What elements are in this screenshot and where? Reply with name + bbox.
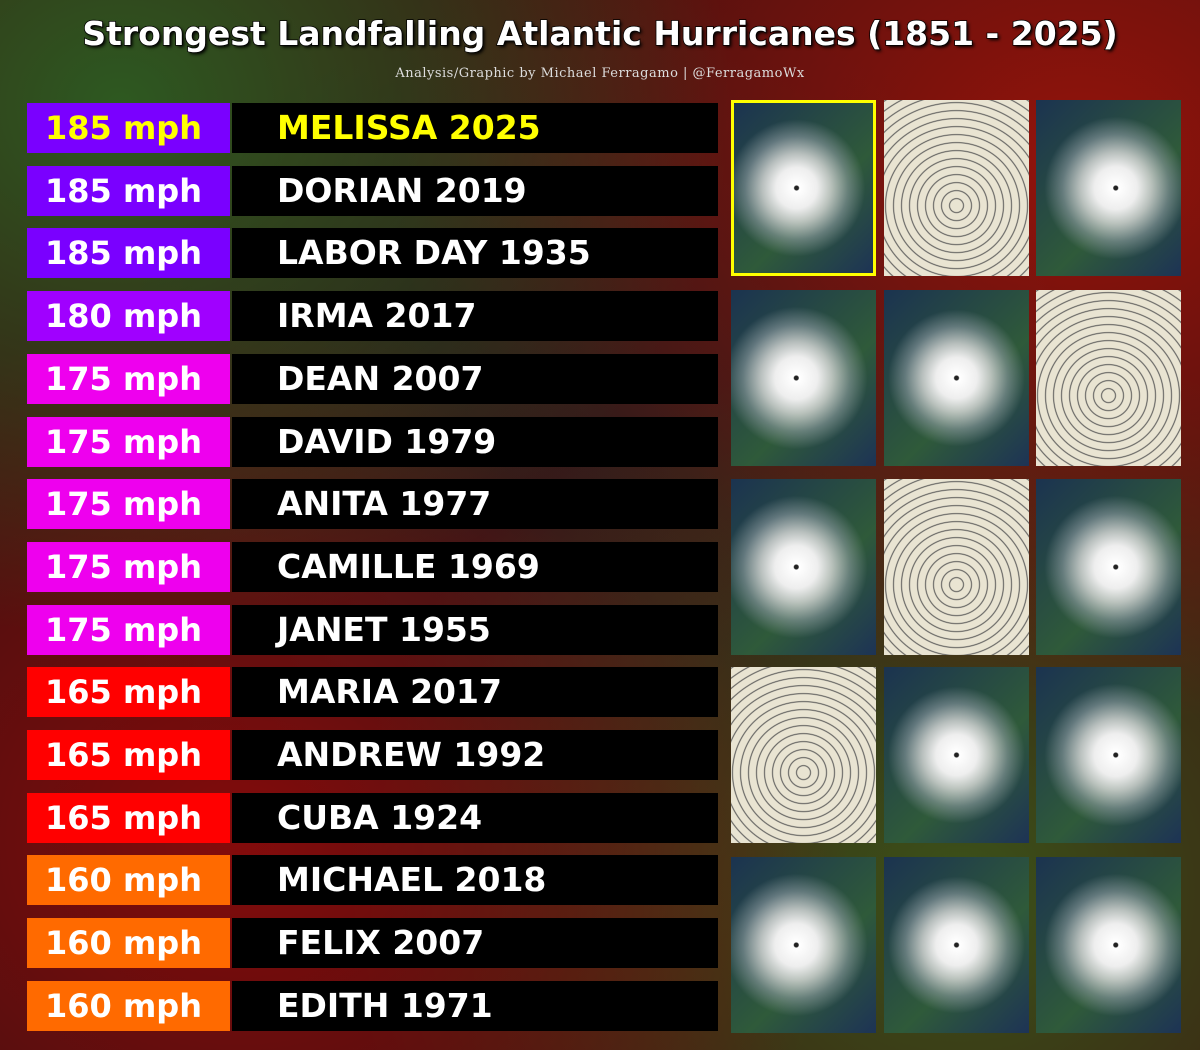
hurricane-name: FELIX 2007 [232, 918, 718, 969]
speed-label: 185 mph [27, 228, 230, 279]
hurricane-image [1036, 100, 1181, 276]
hurricane-image [884, 857, 1029, 1033]
hurricane-name: DEAN 2007 [232, 353, 718, 404]
hurricane-name: ANITA 1977 [232, 479, 718, 530]
hurricane-name: EDITH 1971 [232, 980, 718, 1031]
speed-label: 165 mph [27, 792, 230, 843]
hurricane-image [1036, 857, 1181, 1033]
speed-label: 175 mph [27, 479, 230, 530]
hurricane-image [884, 479, 1029, 655]
hurricane-image [731, 667, 876, 843]
hurricane-name: DAVID 1979 [232, 416, 718, 467]
title: Strongest Landfalling Atlantic Hurricane… [82, 13, 1119, 54]
speed-label: 185 mph [27, 165, 230, 216]
hurricane-name: ANDREW 1992 [232, 730, 718, 780]
speed-label: 185 mph [27, 103, 230, 153]
speed-label: 180 mph [27, 291, 230, 342]
hurricane-name: MICHAEL 2018 [232, 855, 718, 906]
speed-label: 175 mph [27, 541, 230, 592]
hurricane-image [1036, 290, 1181, 466]
hurricane-image [731, 857, 876, 1033]
speed-label: 175 mph [27, 604, 230, 655]
speed-label: 175 mph [27, 416, 230, 467]
hurricane-name: IRMA 2017 [232, 291, 718, 342]
speed-label: 160 mph [27, 980, 230, 1031]
hurricane-image [884, 667, 1029, 843]
hurricane-image [1036, 667, 1181, 843]
speed-label: 175 mph [27, 353, 230, 404]
hurricane-image [731, 100, 876, 276]
speed-label: 160 mph [27, 855, 230, 906]
hurricane-image [1036, 479, 1181, 655]
hurricane-name: JANET 1955 [232, 604, 718, 655]
hurricane-name: LABOR DAY 1935 [232, 228, 718, 279]
subtitle: Analysis/Graphic by Michael Ferragamo | … [395, 66, 805, 81]
speed-label: 160 mph [27, 918, 230, 969]
hurricane-name: CUBA 1924 [232, 792, 718, 843]
speed-label: 165 mph [27, 730, 230, 780]
hurricane-name: MELISSA 2025 [232, 103, 718, 153]
hurricane-image [884, 290, 1029, 466]
hurricane-name: CAMILLE 1969 [232, 541, 718, 592]
hurricane-name: MARIA 2017 [232, 667, 718, 718]
hurricane-image [731, 479, 876, 655]
speed-label: 165 mph [27, 667, 230, 718]
hurricane-name: DORIAN 2019 [232, 165, 718, 216]
hurricane-image [884, 100, 1029, 276]
hurricane-image [731, 290, 876, 466]
